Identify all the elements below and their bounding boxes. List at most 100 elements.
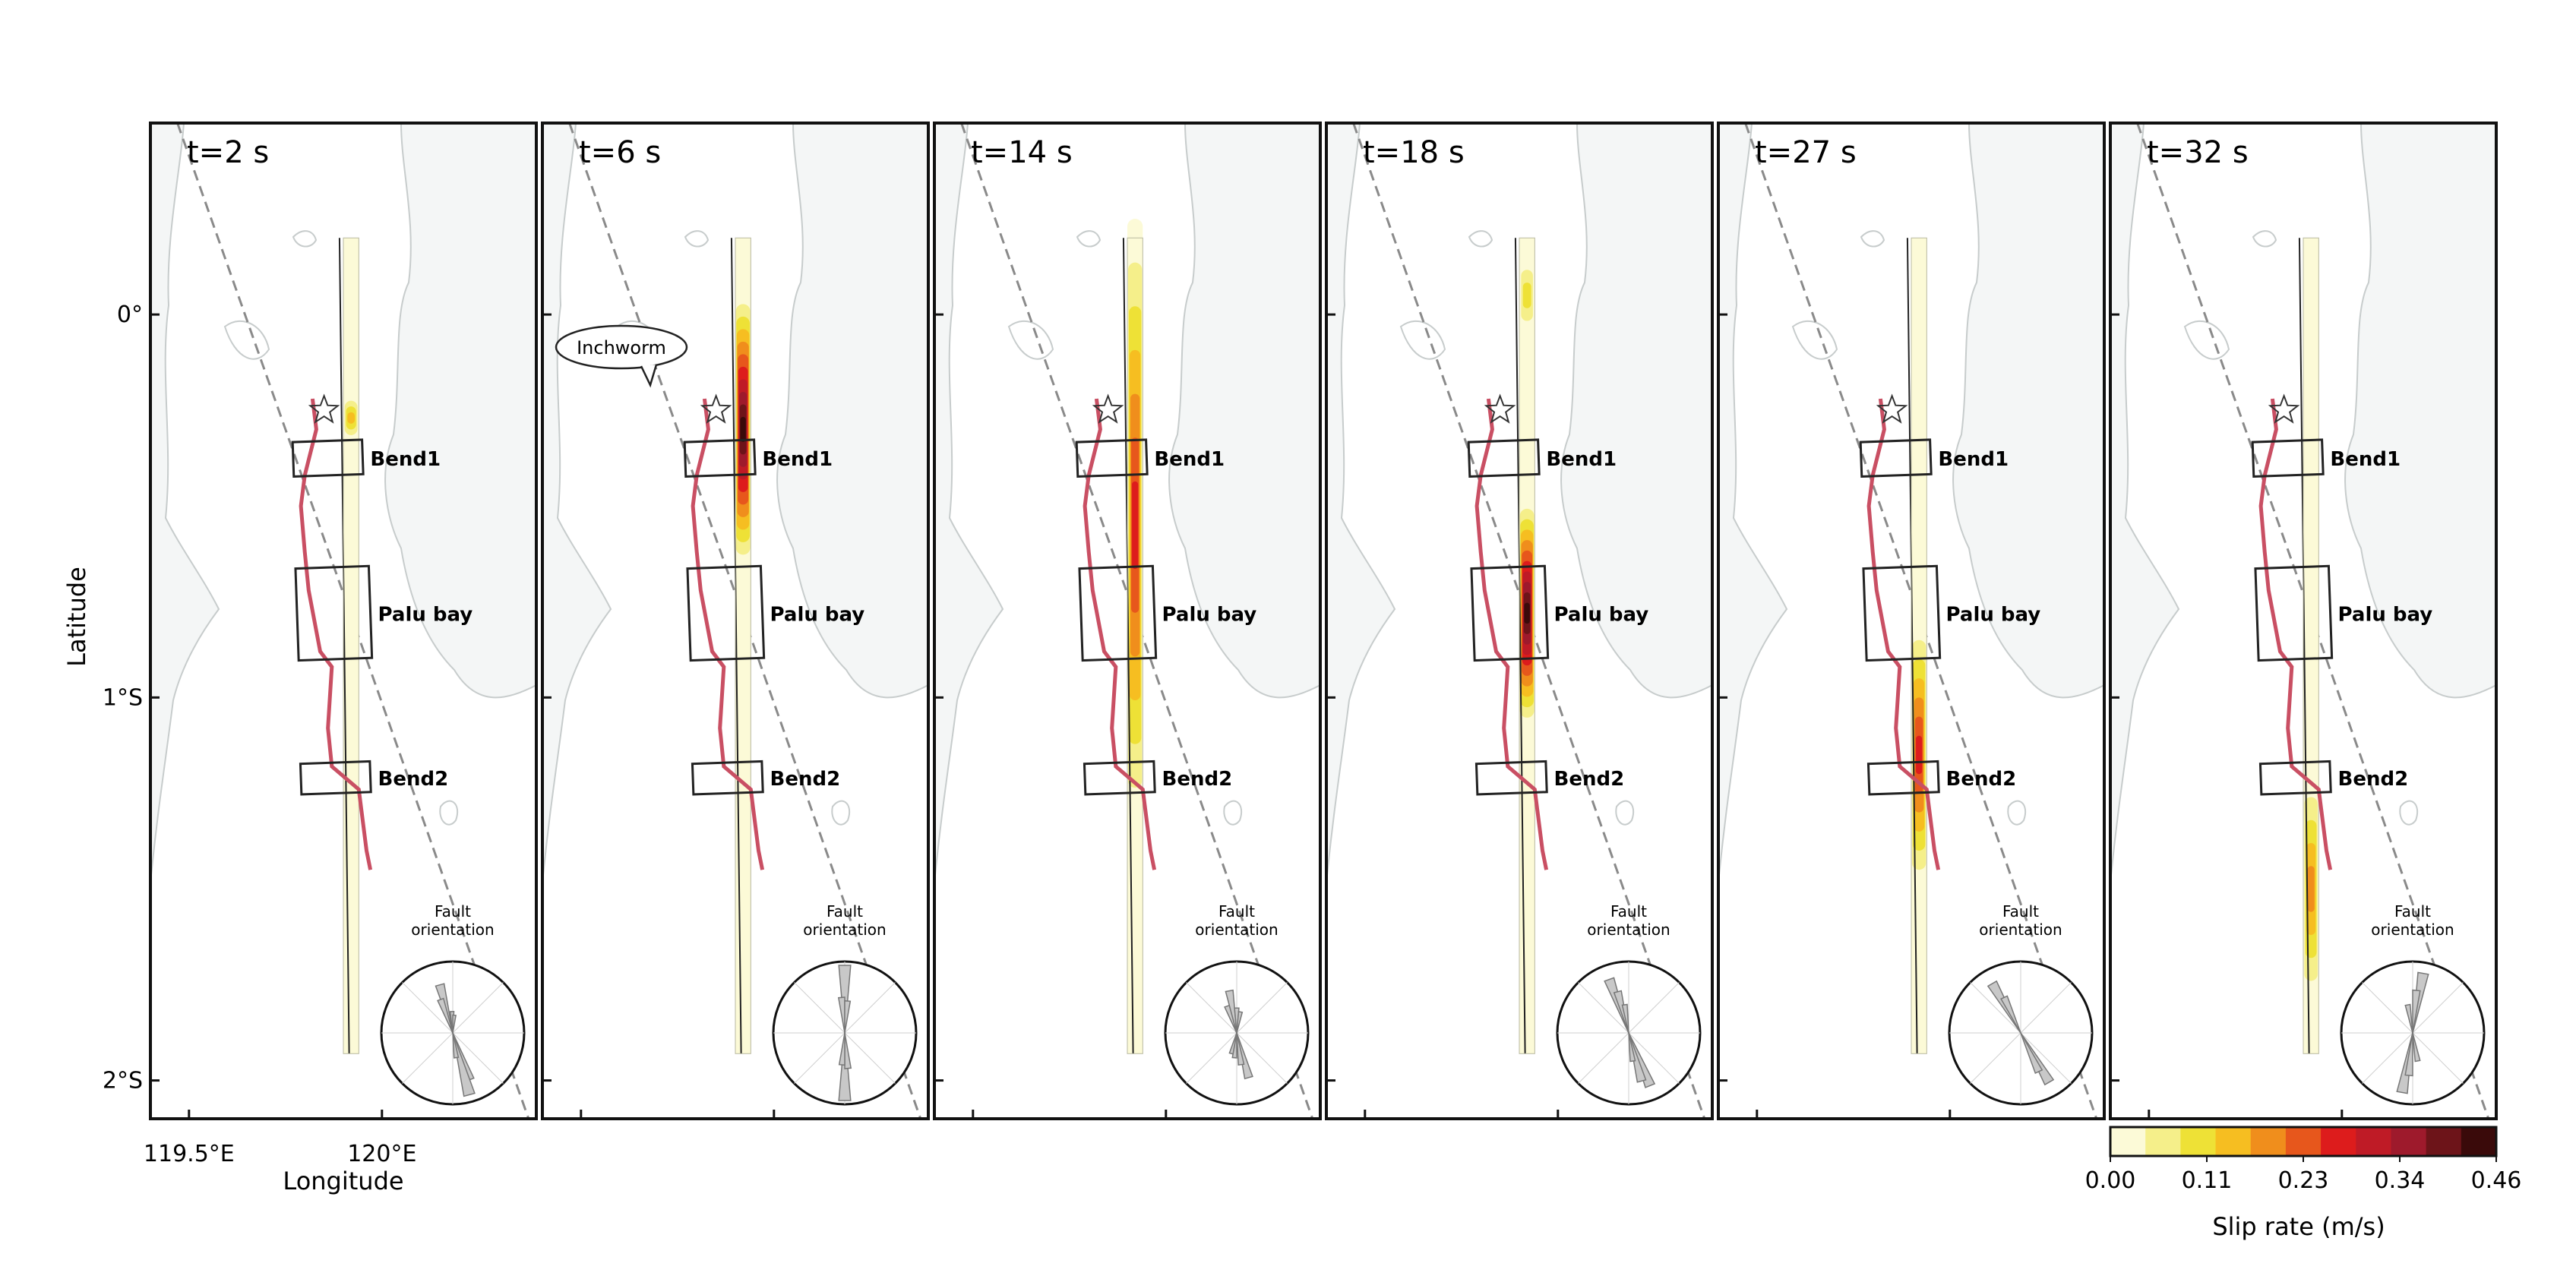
y-tick-label: 0° bbox=[117, 302, 143, 328]
time-label: t=32 s bbox=[2147, 135, 2249, 170]
slip-rate-contour bbox=[1524, 602, 1530, 624]
region-label: Bend2 bbox=[2338, 768, 2409, 791]
coast-island bbox=[1468, 230, 1493, 248]
region-box bbox=[1474, 760, 1548, 796]
hypocenter-star bbox=[1876, 393, 1908, 424]
inset-title-line: Fault bbox=[2002, 902, 2039, 921]
slip-rate-contour bbox=[1132, 481, 1139, 570]
fault-trace bbox=[2258, 398, 2333, 870]
rose-bin bbox=[437, 997, 454, 1034]
slip-rate-contour bbox=[1522, 283, 1531, 308]
coast-land bbox=[1560, 122, 1713, 699]
fault-plane-outline bbox=[1911, 237, 1927, 1054]
coast-land bbox=[934, 122, 1004, 883]
fault-top-edge bbox=[338, 238, 350, 1054]
slip-rate-contour bbox=[1916, 735, 1923, 775]
region-box bbox=[1083, 760, 1156, 796]
fault-trace bbox=[1866, 398, 1941, 870]
region-label: Bend2 bbox=[1554, 768, 1625, 791]
colorbar: 0.00 0.11 0.23 0.34 0.46 bbox=[2085, 1126, 2521, 1194]
fault-plane-outline bbox=[1519, 237, 1535, 1054]
fault-plane bbox=[343, 238, 359, 1054]
coast-island bbox=[223, 320, 270, 360]
region-box bbox=[1467, 438, 1541, 478]
colorbar-swatch bbox=[2356, 1127, 2391, 1156]
panel-frame bbox=[1325, 122, 1714, 1120]
colorbar-swatch bbox=[2321, 1127, 2356, 1156]
region-box bbox=[691, 760, 764, 796]
colorbar-swatch bbox=[2461, 1127, 2497, 1156]
rose-bin bbox=[452, 1032, 476, 1097]
inset-title-line: orientation bbox=[1587, 921, 1670, 939]
panel-frame bbox=[2109, 122, 2498, 1120]
speech-bubble-outline bbox=[555, 324, 688, 370]
hypocenter-star bbox=[2268, 393, 2300, 424]
colorbar-swatch bbox=[2145, 1127, 2181, 1156]
coast-land bbox=[1718, 122, 1788, 883]
region-label: Bend1 bbox=[370, 448, 441, 471]
slip-rate-contour bbox=[740, 416, 746, 442]
region-box bbox=[1859, 438, 1933, 478]
coast-island bbox=[1076, 230, 1102, 248]
colorbar-tick-label: 0.00 bbox=[2085, 1167, 2136, 1194]
fault-top-edge bbox=[2298, 238, 2310, 1054]
fault-trace bbox=[1474, 398, 1549, 870]
region-box bbox=[299, 760, 372, 796]
inset-title-line: orientation bbox=[411, 921, 494, 939]
region-box bbox=[1075, 438, 1149, 478]
coast-island bbox=[292, 230, 318, 248]
coast-land bbox=[542, 122, 612, 883]
panel: Bend1 Palu bay Bend2 t=18 s Fault orientation bbox=[1325, 122, 1714, 1120]
rose-bin bbox=[452, 1032, 460, 1059]
fault-trace bbox=[299, 398, 373, 870]
panel: Bend1 Palu bay Bend2 t=2 s Fault orientation 0… bbox=[103, 122, 538, 1167]
rose-bin bbox=[1236, 1032, 1245, 1066]
hypocenter-star bbox=[700, 393, 732, 424]
hypocenter-star bbox=[1484, 393, 1516, 424]
fault-plane-outline bbox=[1127, 237, 1143, 1054]
colorbar-swatch bbox=[2285, 1127, 2322, 1156]
region-box bbox=[1866, 760, 1940, 796]
time-label: t=6 s bbox=[579, 135, 661, 170]
fault-plane-outline bbox=[735, 237, 751, 1054]
region-box bbox=[683, 438, 757, 478]
y-axis-label: Latitude bbox=[62, 567, 91, 667]
inset-title-line: Fault bbox=[1218, 902, 1255, 921]
region-label: Bend1 bbox=[1154, 448, 1225, 471]
x-tick-label: 119.5°E bbox=[144, 1141, 235, 1167]
region-label: Bend2 bbox=[770, 768, 841, 791]
coast-land bbox=[384, 122, 537, 699]
coast-land bbox=[1952, 122, 2105, 699]
coast-island bbox=[684, 230, 710, 248]
inset-title: Fault orientation bbox=[1587, 902, 1670, 939]
coast-island bbox=[1223, 800, 1242, 826]
coast-island bbox=[2007, 800, 2026, 826]
rose-bin bbox=[2412, 1032, 2421, 1063]
rose-bin bbox=[1236, 1011, 1244, 1034]
speech-bubble-text: Inchworm bbox=[577, 337, 666, 358]
region-label: Bend1 bbox=[762, 448, 833, 471]
coast-island bbox=[1860, 230, 1885, 248]
time-label: t=27 s bbox=[1755, 135, 1857, 170]
rose-bin bbox=[2000, 995, 2021, 1034]
inset-title-line: Fault bbox=[435, 902, 471, 921]
region-label: Palu bay bbox=[2338, 603, 2433, 626]
inset-title-line: Fault bbox=[1610, 902, 1647, 921]
region-box bbox=[2251, 438, 2325, 478]
fault-trace bbox=[1083, 398, 1157, 870]
rose-bin bbox=[838, 1032, 845, 1066]
panel-frame bbox=[149, 122, 538, 1120]
region-box bbox=[686, 564, 766, 662]
coast-island bbox=[1007, 320, 1054, 360]
hypocenter-star bbox=[1092, 393, 1124, 424]
fault-top-edge bbox=[1906, 238, 1918, 1054]
colorbar-swatch bbox=[2426, 1127, 2462, 1156]
region-box bbox=[2258, 760, 2332, 796]
coast-land bbox=[2344, 122, 2497, 699]
region-label: Bend1 bbox=[2330, 448, 2401, 471]
slip-rate-contour bbox=[2307, 866, 2315, 912]
coast-island bbox=[1399, 320, 1446, 360]
coast-island bbox=[2399, 800, 2418, 826]
coast-island bbox=[439, 800, 458, 826]
